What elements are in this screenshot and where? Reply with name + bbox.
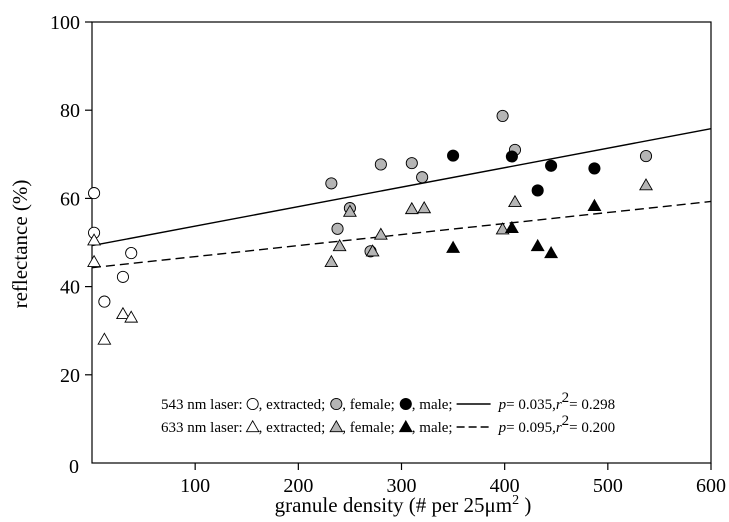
y-tick-label: 60: [60, 188, 80, 210]
legend-sup: 2: [562, 390, 570, 406]
data-point-633-nm-laser-female: [417, 200, 432, 214]
data-point-543-nm-laser-extracted: [88, 187, 101, 200]
data-point-543-nm-laser-female: [639, 150, 653, 163]
data-point-543-nm-laser-extracted: [98, 295, 111, 308]
legend-row: 633 nm laser: , extracted; , female; , male…: [161, 413, 615, 436]
data-point-633-nm-laser-extracted: [87, 233, 102, 246]
legend-text: p: [498, 397, 507, 413]
data-point-633-nm-laser-extracted: [97, 332, 112, 345]
data-point-543-nm-laser-female: [496, 109, 509, 122]
legend-text: 543 nm laser:: [161, 397, 243, 413]
legend-marker-male: [398, 419, 413, 433]
legend-text: , male;: [412, 397, 453, 413]
x-axis-label-end: ): [519, 493, 531, 517]
data-point-633-nm-laser-female: [332, 238, 347, 252]
legend-marker-male: [399, 397, 412, 411]
data-point-543-nm-laser-female: [374, 158, 387, 171]
data-point-633-nm-laser-female: [404, 201, 419, 215]
data-point-633-nm-laser-extracted: [115, 306, 130, 320]
data-point-543-nm-laser-extracted: [125, 247, 138, 260]
legend-row: 543 nm laser: , extracted; , female; , male…: [161, 390, 615, 413]
legend-text: , female;: [342, 420, 394, 436]
y-tick-label: 80: [60, 100, 80, 122]
data-point-633-nm-laser-male: [544, 245, 559, 259]
legend-marker-extracted: [246, 397, 259, 411]
fit-line-633nm: [91, 200, 712, 269]
data-point-543-nm-laser-male: [447, 149, 460, 162]
legend-text: 633 nm laser:: [161, 420, 243, 436]
data-point-633-nm-laser-female: [508, 194, 522, 208]
data-point-543-nm-laser-female: [405, 157, 418, 170]
y-tick-label: 40: [60, 277, 80, 299]
data-point-633-nm-laser-extracted: [124, 310, 139, 323]
legend-text: , extracted;: [259, 420, 326, 436]
legend-text: = 0.200: [569, 420, 615, 436]
legend-text: r: [556, 397, 562, 413]
y-axis-label: reflectance (%): [8, 180, 32, 309]
data-point-633-nm-laser-male: [446, 240, 461, 253]
fit-line-543nm: [91, 128, 712, 247]
legend-marker-female: [329, 419, 344, 433]
x-tick-label: 300: [387, 475, 417, 497]
x-tick-label: 500: [593, 475, 623, 497]
data-point-633-nm-laser-female: [495, 222, 510, 235]
regression-lines: [91, 128, 712, 269]
legend-text: p: [498, 420, 507, 436]
x-axis-label: granule density (# per 25μm2 ): [275, 493, 532, 517]
y-tick-label: 20: [60, 365, 80, 387]
legend-text: = 0.298: [569, 397, 615, 413]
data-point-633-nm-laser-male: [530, 238, 545, 252]
data-point-543-nm-laser-male: [588, 162, 601, 175]
legend-text: , female;: [342, 397, 394, 413]
x-tick-label: 200: [283, 475, 313, 497]
legend-text: , male;: [412, 420, 453, 436]
x-tick-label: 600: [696, 475, 726, 497]
data-point-633-nm-laser-female: [373, 227, 388, 240]
data-point-543-nm-laser-male: [531, 184, 544, 197]
data-point-543-nm-laser-female: [325, 177, 338, 190]
data-point-633-nm-laser-male: [587, 198, 602, 211]
data-point-633-nm-laser-female: [639, 178, 653, 191]
data-point-633-nm-laser-male: [504, 220, 519, 234]
legend-text: = 0.095,: [506, 420, 556, 436]
y-tick-label: 100: [50, 12, 80, 34]
data-point-633-nm-laser-female: [342, 204, 357, 217]
data-point-543-nm-laser-female: [331, 222, 344, 235]
x-axis-label-text: granule density (# per 25: [275, 493, 485, 517]
origin-tick-label: 0: [69, 456, 79, 478]
x-tick-label: 100: [180, 475, 210, 497]
data-point-633-nm-laser-female: [365, 244, 380, 257]
x-axis-label-unit: μm: [485, 493, 513, 517]
x-tick-label: 400: [490, 475, 520, 497]
legend-text: r: [556, 420, 562, 436]
data-point-633-nm-laser-female: [324, 254, 339, 268]
data-point-543-nm-laser-male: [505, 150, 518, 163]
legend-text: , extracted;: [259, 397, 326, 413]
legend-sup: 2: [562, 413, 570, 429]
data-points: [87, 109, 653, 345]
legend: 543 nm laser: , extracted; , female; , male…: [161, 390, 615, 436]
data-point-633-nm-laser-extracted: [87, 254, 102, 268]
x-axis-label-sup: 2: [512, 493, 519, 508]
legend-marker-female: [330, 397, 343, 411]
axes: 20 40 60 80 100 100 200 300 400 500 600 0: [50, 12, 726, 497]
legend-marker-extracted: [245, 419, 260, 433]
data-point-543-nm-laser-male: [545, 159, 558, 172]
data-point-543-nm-laser-female: [416, 171, 429, 184]
legend-text: = 0.035,: [506, 397, 556, 413]
data-point-543-nm-laser-extracted: [116, 270, 129, 283]
